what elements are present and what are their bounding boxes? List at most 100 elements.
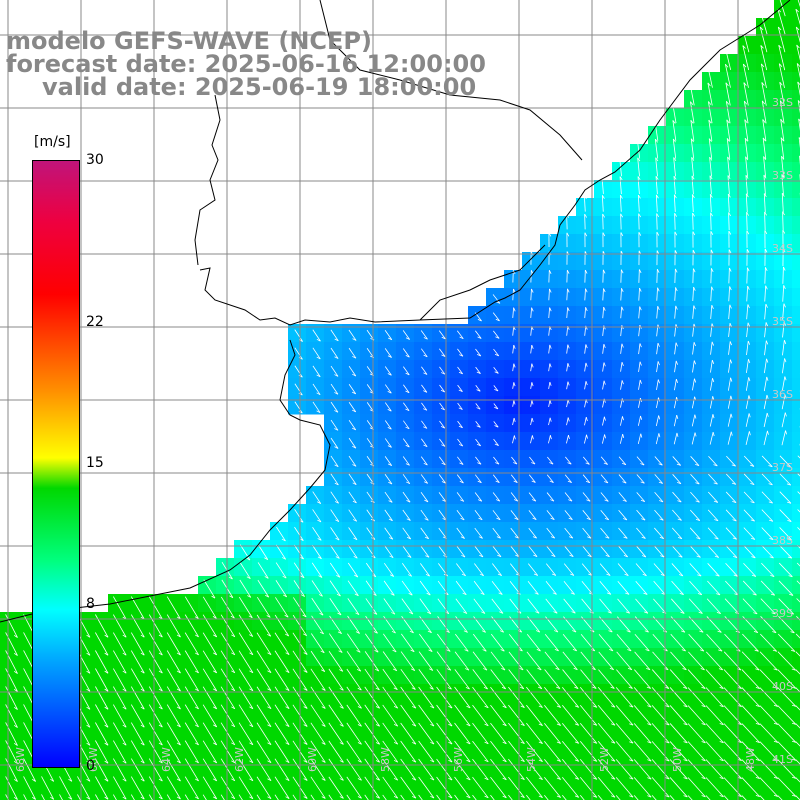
wind-arrow-head bbox=[622, 499, 627, 502]
wind-arrow bbox=[490, 776, 507, 798]
wind-arrow bbox=[419, 633, 433, 652]
wind-arrow-head bbox=[554, 649, 559, 652]
latitude-label: 41S bbox=[772, 753, 793, 766]
wind-arrow-head bbox=[104, 706, 109, 710]
wind-arrow bbox=[293, 562, 305, 578]
wind-cell bbox=[792, 396, 800, 415]
wind-arrow-head bbox=[249, 688, 254, 692]
wind-arrow bbox=[687, 687, 706, 708]
wind-arrow-head bbox=[303, 706, 308, 709]
wind-arrow bbox=[472, 651, 488, 671]
wind-arrow bbox=[420, 456, 428, 466]
wind-arrow-head bbox=[711, 268, 714, 273]
wind-arrow bbox=[526, 651, 542, 671]
wind-cell bbox=[0, 792, 19, 800]
wind-arrow-head bbox=[644, 630, 649, 633]
wind-arrow bbox=[691, 157, 694, 177]
wind-arrow bbox=[743, 562, 757, 577]
wind-arrow bbox=[795, 633, 800, 639]
wind-arrow-head bbox=[194, 706, 199, 710]
wind-arrow-head bbox=[556, 686, 561, 690]
wind-arrow bbox=[746, 267, 748, 284]
wind-arrow bbox=[184, 668, 199, 692]
wind-arrow-head bbox=[355, 631, 360, 634]
wind-arrow bbox=[364, 651, 380, 672]
wind-arrow bbox=[402, 366, 410, 376]
wind-arrow bbox=[346, 740, 362, 763]
wind-arrow-head bbox=[461, 573, 466, 577]
wind-arrow-head bbox=[708, 138, 712, 143]
wind-arrow bbox=[710, 212, 712, 230]
wind-arrow-head bbox=[587, 554, 592, 558]
wind-arrow-head bbox=[658, 415, 661, 420]
wind-arrow-head bbox=[334, 374, 339, 377]
wind-arrow-head bbox=[747, 267, 750, 272]
wind-arrow bbox=[330, 491, 339, 504]
wind-arrow bbox=[566, 434, 569, 444]
wind-arrow-head bbox=[122, 778, 127, 782]
wind-arrow-head bbox=[375, 706, 380, 709]
wind-arrow bbox=[579, 687, 598, 708]
wind-arrow-head bbox=[320, 650, 325, 654]
wind-arrow-head bbox=[743, 100, 748, 105]
wind-arrow-head bbox=[761, 100, 766, 105]
wind-arrow bbox=[796, 598, 800, 603]
wind-arrow bbox=[294, 329, 303, 342]
wind-arrow-head bbox=[681, 649, 686, 652]
wind-arrow-head bbox=[267, 796, 272, 800]
wind-arrow-head bbox=[603, 306, 606, 311]
wind-arrow bbox=[274, 794, 279, 800]
wind-arrow bbox=[761, 82, 767, 106]
wind-arrow-head bbox=[696, 537, 701, 540]
wind-arrow-head bbox=[478, 517, 483, 521]
wind-cell bbox=[432, 792, 451, 800]
wind-arrow-head bbox=[423, 426, 428, 429]
wind-arrow bbox=[651, 669, 670, 689]
wind-arrow bbox=[256, 632, 272, 655]
wind-arrow-head bbox=[531, 499, 536, 502]
wind-arrow-head bbox=[406, 536, 411, 540]
wind-arrow bbox=[112, 686, 127, 710]
wind-arrow bbox=[130, 686, 145, 710]
wind-arrow bbox=[726, 119, 731, 142]
wind-arrow-head bbox=[791, 776, 796, 779]
wind-arrow-head bbox=[285, 633, 289, 637]
wind-arrow bbox=[654, 456, 663, 466]
wind-arrow-head bbox=[568, 434, 570, 440]
wind-arrow-head bbox=[782, 248, 786, 253]
wind-arrow-head bbox=[387, 390, 392, 394]
wind-arrow bbox=[546, 545, 556, 557]
wind-arrow bbox=[618, 474, 627, 484]
wind-arrow-head bbox=[656, 231, 660, 236]
wind-arrow-head bbox=[476, 371, 481, 374]
wind-arrow-head bbox=[334, 446, 339, 449]
wind-arrow-head bbox=[531, 382, 534, 387]
wind-arrow-head bbox=[285, 652, 290, 655]
wind-arrow-head bbox=[351, 409, 356, 413]
wind-arrow-head bbox=[568, 536, 573, 539]
wind-arrow-head bbox=[533, 573, 538, 576]
wind-arrow bbox=[475, 348, 482, 357]
wind-arrow bbox=[673, 397, 677, 409]
wind-arrow bbox=[690, 120, 695, 141]
wind-arrow bbox=[112, 758, 127, 782]
wind-arrow-head bbox=[86, 652, 91, 656]
wind-arrow bbox=[384, 402, 392, 412]
wind-arrow bbox=[705, 759, 724, 780]
latitude-label: 36S bbox=[772, 388, 793, 401]
wind-arrow bbox=[764, 340, 767, 356]
wind-arrow-head bbox=[786, 465, 791, 468]
wind-arrow-head bbox=[665, 777, 670, 780]
wind-arrow-head bbox=[603, 362, 606, 367]
wind-arrow bbox=[512, 344, 515, 354]
wind-arrow bbox=[563, 563, 575, 576]
wind-arrow bbox=[439, 420, 446, 429]
wind-arrow-head bbox=[608, 630, 613, 633]
wind-arrow bbox=[672, 138, 677, 159]
wind-arrow bbox=[692, 360, 695, 373]
wind-arrow bbox=[781, 430, 786, 446]
wind-arrow-head bbox=[387, 445, 392, 448]
wind-arrow-head bbox=[317, 519, 322, 523]
wind-arrow-head bbox=[480, 592, 485, 595]
wind-arrow bbox=[582, 456, 590, 465]
